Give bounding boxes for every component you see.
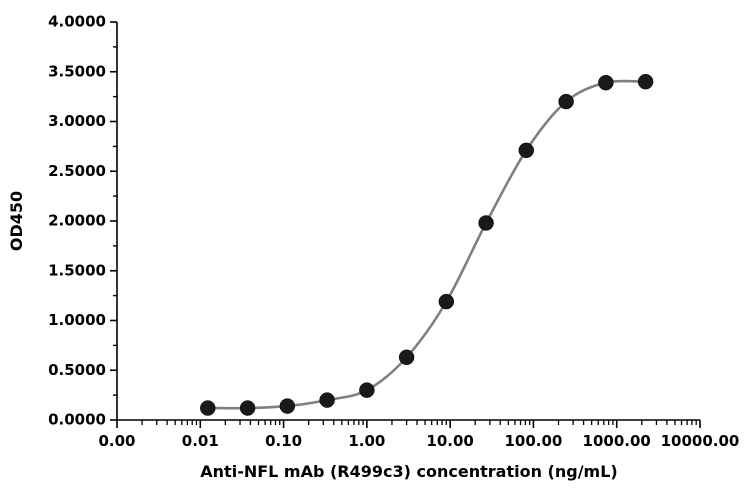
series-curve xyxy=(206,79,647,410)
x-axis-title: Anti-NFL mAb (R499c3) concentration (ng/… xyxy=(200,462,617,481)
data-point xyxy=(398,349,415,366)
y-tick-label: 1.0000 xyxy=(48,311,106,329)
x-tick-label: 10000.00 xyxy=(661,432,740,450)
y-tick-label: 3.0000 xyxy=(48,112,106,130)
data-point xyxy=(637,73,654,90)
data-point xyxy=(200,400,216,416)
data-point xyxy=(598,74,614,91)
data-point xyxy=(558,93,574,110)
data-point xyxy=(359,382,375,398)
x-tick-label: 0.00 xyxy=(98,432,135,450)
y-tick-label: 2.0000 xyxy=(48,212,106,230)
y-tick-label: 3.5000 xyxy=(48,62,106,80)
x-tick-label: 10.00 xyxy=(426,432,473,450)
data-point xyxy=(478,215,494,231)
y-tick-label: 0.5000 xyxy=(48,361,106,379)
y-tick-label: 2.5000 xyxy=(48,162,106,180)
y-tick-label: 0.0000 xyxy=(48,411,106,429)
x-tick-label: 0.10 xyxy=(265,432,302,450)
series-data-points xyxy=(200,73,654,416)
x-tick-label: 1000.00 xyxy=(583,432,651,450)
x-tick-label: 1.00 xyxy=(348,432,385,450)
x-tick-label: 0.01 xyxy=(182,432,219,450)
x-axis-ticks: 0.00 0.01 0.10 1.00 10.00 100.00 1000.00 10000.… xyxy=(98,420,739,450)
x-tick-label: 100.00 xyxy=(504,432,562,450)
y-axis-title: OD450 xyxy=(7,191,26,251)
data-point xyxy=(239,400,256,416)
data-point xyxy=(319,392,335,408)
x-axis-minor-ticks xyxy=(141,420,697,425)
y-tick-label: 4.0000 xyxy=(48,13,106,31)
data-point xyxy=(438,293,455,310)
data-point xyxy=(518,142,534,159)
data-point xyxy=(279,398,296,414)
y-tick-label: 1.5000 xyxy=(48,261,106,279)
y-axis-ticks: 0.0000 0.5000 1.0000 1.5000 2.0000 2.5000 3.00… xyxy=(48,13,117,429)
